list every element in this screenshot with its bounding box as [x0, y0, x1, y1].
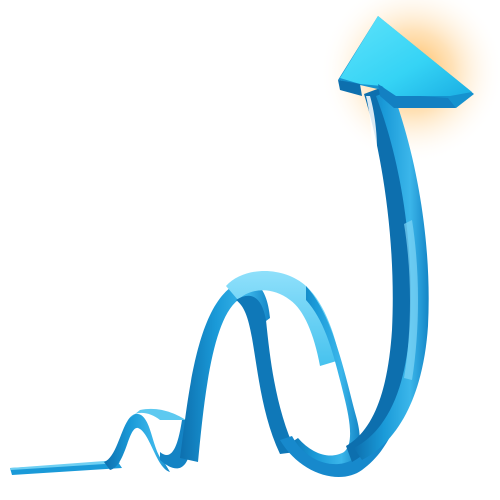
arrow-head-notch [378, 84, 456, 108]
arrow-head-underside [338, 80, 362, 96]
ribbon-rising-shine [404, 220, 418, 380]
ribbon-small-bump [104, 413, 170, 472]
ribbon-tail [10, 462, 122, 475]
ribbon-wave-descent [286, 286, 360, 471]
ribbon-rising-column [346, 88, 413, 462]
ribbon-small-bump-top [130, 408, 186, 420]
ribbon-big-wave-left [180, 280, 270, 462]
ribbon-big-wave-inner [236, 295, 296, 454]
arrow-head-top [340, 16, 472, 96]
ribbon-rising-highlight [366, 96, 378, 204]
ribbon-tail-top [10, 460, 120, 470]
